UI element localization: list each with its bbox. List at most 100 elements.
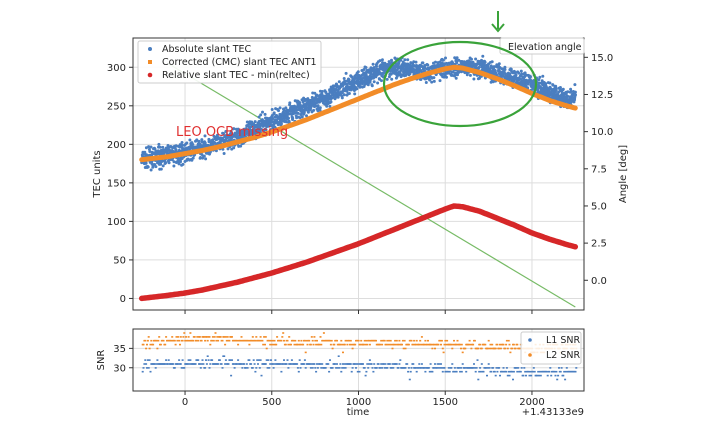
l1-snr-point <box>485 367 488 369</box>
l1-snr-point <box>244 367 247 369</box>
l2-snr-point <box>188 339 191 342</box>
l1-snr-point <box>266 367 269 369</box>
l2-snr-point <box>228 339 231 342</box>
l1-snr-point <box>285 363 288 365</box>
absolute-slant-tec-point <box>492 65 496 69</box>
l2-snr-point <box>468 339 471 342</box>
absolute-slant-tec-point <box>270 108 274 111</box>
snr-xtick-label-2: 1000 <box>346 397 371 408</box>
l1-snr-point <box>240 363 243 365</box>
l1-snr-point <box>245 363 248 365</box>
absolute-slant-tec-point <box>149 168 153 172</box>
l1-snr-point <box>434 363 436 365</box>
absolute-slant-tec-point <box>305 114 308 118</box>
snr-xtick-label-4: 2000 <box>519 397 544 408</box>
absolute-slant-tec-point <box>430 80 434 84</box>
l1-snr-point <box>407 370 410 373</box>
l2-snr-point <box>460 343 463 346</box>
l2-snr-point <box>195 339 198 342</box>
l1-snr-point <box>218 359 221 361</box>
l1-snr-point <box>339 363 342 365</box>
l2-snr-point <box>486 347 489 350</box>
l1-snr-point <box>230 374 233 377</box>
l1-snr-point <box>201 359 204 361</box>
main-y2tick-label-5: 12.5 <box>591 90 613 101</box>
absolute-slant-tec-point <box>376 81 380 85</box>
snr-legend: L1 SNR L2 SNR <box>520 331 582 365</box>
snr-ytick-label-0: 30 <box>113 363 126 374</box>
absolute-slant-tec-point <box>453 56 457 60</box>
l1-snr-point <box>189 359 192 361</box>
l2-snr-point <box>418 343 421 346</box>
absolute-slant-tec-point <box>160 159 164 163</box>
l1-snr-point <box>350 370 353 373</box>
l2-snr-point <box>456 339 459 342</box>
l1-snr-point <box>155 363 158 365</box>
l1-snr-point <box>315 370 318 373</box>
l1-snr-point <box>211 359 214 361</box>
l1-snr-point <box>280 370 283 373</box>
l2-snr-point <box>299 343 302 346</box>
l2-snr-point <box>304 351 307 354</box>
l1-snr-point <box>204 367 207 369</box>
l2-snr-point <box>212 339 215 342</box>
absolute-slant-tec-point <box>200 138 204 142</box>
x-axis-label: time <box>347 407 370 418</box>
absolute-slant-tec-point <box>298 101 302 104</box>
absolute-slant-tec-point <box>202 154 206 158</box>
l1-snr-point <box>252 359 255 361</box>
absolute-slant-tec-point <box>149 145 153 149</box>
l1-snr-point <box>410 367 413 369</box>
l1-snr-point <box>455 370 458 373</box>
l2-snr-point <box>459 343 462 346</box>
absolute-slant-tec-point <box>177 162 181 166</box>
l1-snr-point <box>473 363 475 365</box>
l2-snr-point <box>339 343 342 346</box>
l2-snr-point <box>280 339 283 342</box>
l1-snr-point <box>221 367 224 369</box>
l2-snr-point <box>467 343 470 346</box>
relative-slant-tec-line <box>138 203 579 302</box>
l2-snr-point <box>149 343 152 346</box>
absolute-slant-tec-point <box>157 142 161 146</box>
l2-snr-point <box>193 336 196 338</box>
l1-snr-point <box>355 363 358 365</box>
l1-snr-point <box>265 359 268 361</box>
absolute-slant-tec-point <box>490 60 494 64</box>
elevation-legend-box <box>499 37 585 55</box>
l1-snr-point <box>349 363 352 365</box>
l1-snr-point <box>557 374 560 377</box>
absolute-slant-tec-point <box>325 104 329 108</box>
main-y-axis-label: TEC units <box>92 150 103 198</box>
l1-snr-point <box>436 363 439 365</box>
absolute-slant-tec-point <box>232 146 236 150</box>
absolute-slant-tec-point <box>272 111 276 115</box>
l2-snr-point <box>286 339 289 342</box>
absolute-slant-tec-point <box>259 113 263 117</box>
l1-snr-point <box>344 367 347 369</box>
absolute-slant-tec-point <box>239 144 243 148</box>
l1-snr-point <box>487 363 490 365</box>
absolute-slant-tec-point <box>181 162 185 166</box>
absolute-slant-tec-point <box>147 145 151 149</box>
absolute-slant-tec-point <box>408 63 412 67</box>
l2-snr-point <box>271 339 274 342</box>
l2-snr-point <box>226 336 229 338</box>
absolute-slant-tec-point <box>393 68 397 72</box>
l1-snr-point <box>258 367 261 369</box>
absolute-slant-tec-point <box>441 58 445 62</box>
absolute-slant-tec-point <box>481 54 485 58</box>
l1-snr-point <box>431 370 434 373</box>
l1-snr-point <box>516 370 519 373</box>
main-ytick-label-3: 150 <box>107 178 126 189</box>
absolute-slant-tec-point <box>503 65 507 69</box>
l1-snr-point <box>303 363 305 365</box>
absolute-slant-tec-point <box>551 83 555 87</box>
l1-snr-point <box>173 367 176 369</box>
l1-snr-point <box>435 367 438 369</box>
l1-snr-point <box>290 359 293 361</box>
absolute-slant-tec-point <box>387 75 391 79</box>
main-y2-axis-label: Angle [deg] <box>618 145 629 203</box>
absolute-slant-tec-point <box>519 69 523 73</box>
l1-snr-point <box>392 367 395 369</box>
